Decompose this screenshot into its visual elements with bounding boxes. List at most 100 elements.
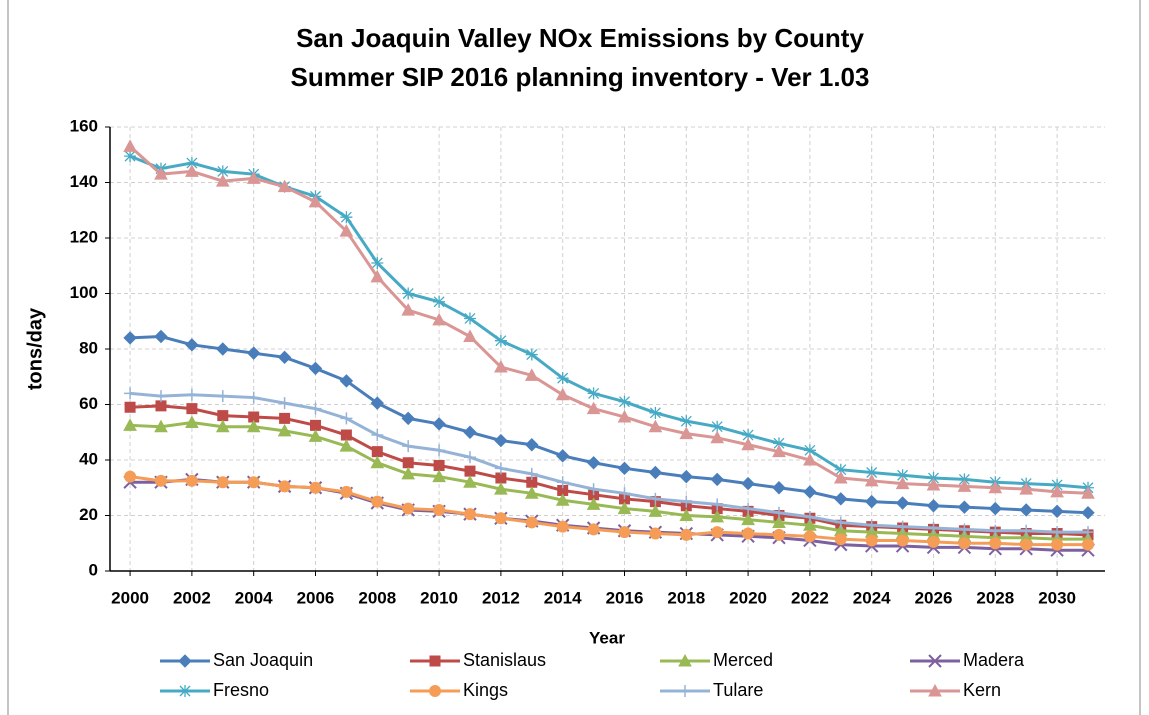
marker bbox=[308, 429, 323, 442]
legend-label: Fresno bbox=[213, 680, 269, 700]
marker bbox=[371, 495, 384, 508]
marker bbox=[401, 411, 415, 426]
marker bbox=[428, 685, 442, 697]
marker bbox=[895, 496, 910, 510]
x-tick-label: 2008 bbox=[358, 588, 396, 607]
y-tick-label: 20 bbox=[79, 505, 98, 524]
marker bbox=[340, 412, 353, 425]
marker bbox=[617, 409, 632, 423]
marker bbox=[185, 157, 198, 170]
marker bbox=[339, 224, 354, 237]
marker bbox=[895, 476, 910, 490]
marker bbox=[309, 481, 322, 494]
marker bbox=[1051, 538, 1064, 551]
marker bbox=[154, 329, 168, 344]
marker bbox=[678, 653, 692, 667]
marker bbox=[555, 387, 570, 401]
marker bbox=[402, 457, 414, 469]
marker bbox=[123, 418, 137, 431]
marker bbox=[926, 477, 941, 491]
marker bbox=[247, 391, 260, 404]
marker bbox=[711, 498, 724, 511]
marker bbox=[741, 512, 755, 526]
marker bbox=[429, 655, 441, 667]
marker bbox=[525, 348, 538, 361]
legend-label: San Joaquin bbox=[213, 650, 313, 670]
y-tick-label: 80 bbox=[79, 338, 98, 357]
marker bbox=[277, 350, 292, 365]
marker bbox=[494, 359, 508, 373]
marker bbox=[308, 361, 323, 376]
marker bbox=[710, 472, 724, 487]
marker bbox=[124, 470, 137, 483]
marker bbox=[463, 329, 477, 343]
y-tick-label: 120 bbox=[70, 227, 98, 246]
x-tick-label: 2012 bbox=[482, 588, 520, 607]
x-axis-label: Year bbox=[589, 628, 625, 647]
marker bbox=[555, 493, 570, 506]
marker bbox=[185, 164, 199, 177]
marker bbox=[494, 334, 507, 347]
marker bbox=[463, 451, 476, 464]
marker bbox=[463, 425, 477, 439]
marker bbox=[185, 338, 199, 352]
marker bbox=[865, 534, 878, 547]
marker bbox=[339, 439, 354, 452]
x-tick-label: 2014 bbox=[544, 588, 582, 607]
marker bbox=[154, 474, 167, 487]
marker bbox=[772, 481, 786, 495]
marker bbox=[711, 420, 724, 433]
y-tick-label: 0 bbox=[89, 560, 98, 579]
marker bbox=[179, 685, 191, 697]
marker bbox=[309, 402, 322, 415]
marker bbox=[432, 417, 446, 431]
marker bbox=[711, 526, 724, 539]
x-tick-label: 2018 bbox=[667, 588, 705, 607]
marker bbox=[494, 512, 507, 525]
marker bbox=[1081, 506, 1095, 520]
marker bbox=[371, 446, 383, 458]
marker bbox=[340, 211, 353, 224]
marker bbox=[649, 492, 662, 505]
marker bbox=[279, 412, 291, 424]
marker bbox=[1019, 482, 1034, 495]
marker bbox=[278, 397, 291, 410]
marker bbox=[803, 444, 816, 457]
marker bbox=[649, 527, 662, 540]
marker bbox=[216, 165, 229, 178]
marker bbox=[525, 438, 539, 452]
marker bbox=[618, 395, 631, 408]
marker bbox=[215, 174, 230, 187]
marker bbox=[309, 419, 321, 431]
marker bbox=[1050, 504, 1064, 519]
marker bbox=[246, 419, 261, 433]
marker bbox=[216, 390, 229, 403]
marker bbox=[464, 465, 476, 477]
marker bbox=[928, 683, 942, 697]
marker bbox=[988, 480, 1003, 494]
marker bbox=[185, 415, 199, 429]
marker bbox=[123, 331, 137, 345]
marker bbox=[216, 342, 230, 356]
marker bbox=[525, 467, 538, 480]
marker bbox=[185, 388, 198, 401]
marker bbox=[277, 179, 292, 193]
marker bbox=[494, 433, 508, 448]
marker bbox=[587, 523, 600, 536]
marker bbox=[524, 486, 539, 499]
marker bbox=[864, 494, 879, 509]
marker bbox=[834, 533, 847, 546]
marker bbox=[648, 504, 663, 517]
marker bbox=[555, 449, 570, 463]
marker bbox=[926, 499, 941, 513]
chart-title: San Joaquin Valley NOx Emissions by Coun… bbox=[296, 23, 864, 53]
marker bbox=[494, 482, 508, 495]
marker bbox=[928, 654, 942, 668]
marker bbox=[803, 510, 816, 523]
marker bbox=[958, 523, 971, 536]
y-tick-label: 140 bbox=[70, 172, 98, 191]
marker bbox=[556, 372, 569, 385]
marker bbox=[154, 167, 168, 180]
marker bbox=[557, 485, 569, 497]
